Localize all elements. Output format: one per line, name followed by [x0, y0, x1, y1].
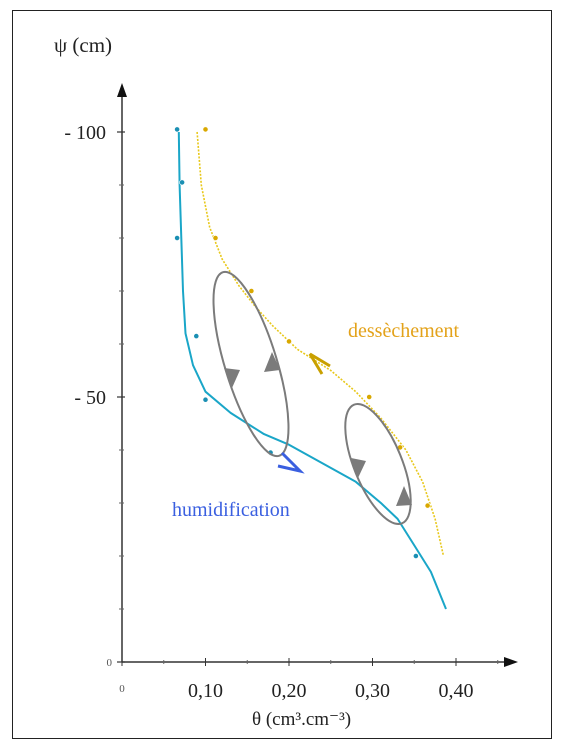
data-point-dessechement [202, 126, 209, 133]
y-axis-arrow [117, 83, 127, 97]
humidification-direction-arrow [277, 451, 305, 474]
data-point-dessechement [286, 338, 292, 345]
series-layer [174, 126, 447, 610]
data-point-humidification [202, 396, 209, 403]
x-ticks: 0 0,10 0,20 0,30 0,40 [119, 658, 499, 702]
data-point-humidification [174, 126, 180, 133]
data-point-humidification [179, 179, 185, 186]
dessechement-direction-arrow [308, 352, 331, 375]
x-tick-label: 0 [119, 683, 125, 695]
data-point-humidification [412, 553, 419, 559]
data-point-humidification [174, 235, 180, 241]
data-point-dessechement [366, 394, 373, 400]
x-axis-arrow [504, 657, 518, 667]
data-point-dessechement [424, 502, 431, 509]
y-ticks: 0 - 50 - 100 [64, 122, 125, 669]
data-point-humidification [193, 333, 200, 339]
annotation-humidification: humidification [172, 499, 290, 521]
y-axis-label: ψ (cm) [54, 33, 112, 57]
hysteresis-loop-right [344, 402, 412, 526]
chart-frame [12, 10, 552, 739]
y-tick-label: 0 [107, 657, 113, 669]
hysteresis-loop-left [212, 270, 290, 458]
series-line-humidification [177, 131, 447, 610]
y-tick-label: - 100 [64, 122, 106, 144]
x-tick-label: 0,10 [188, 680, 223, 702]
y-tick-label: - 50 [74, 387, 106, 409]
x-axis-label: θ (cm³.cm⁻³) [252, 709, 351, 730]
x-tick-label: 0,30 [355, 680, 390, 702]
series-line-dessechement [196, 131, 445, 557]
annotation-dessechement: dessèchement [348, 320, 460, 342]
x-tick-label: 0,40 [439, 680, 474, 702]
data-point-dessechement [248, 288, 255, 294]
x-tick-label: 0,20 [272, 680, 307, 702]
data-point-dessechement [212, 235, 219, 241]
